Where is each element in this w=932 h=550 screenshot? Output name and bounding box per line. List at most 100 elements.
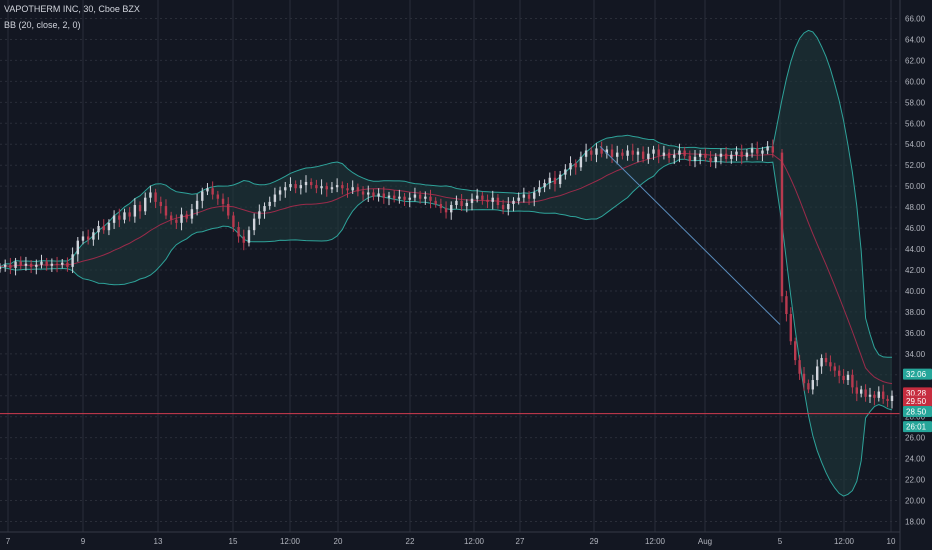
time-tick-label: Aug: [698, 537, 712, 546]
grid: [0, 0, 900, 532]
candle-body: [595, 148, 598, 155]
candle-body: [798, 360, 801, 374]
candle-body: [693, 156, 697, 162]
candle-body: [429, 196, 432, 201]
candle-body: [868, 394, 872, 397]
candle-body: [699, 153, 702, 157]
candle-body: [811, 380, 814, 390]
candle-body: [377, 193, 380, 197]
symbol-title[interactable]: VAPOTHERM INC, 30, Cboe BZX: [4, 4, 140, 14]
price-tick-label: 18.00: [905, 518, 926, 527]
time-axis[interactable]: 7 9 13 15 12:00 20 22 12:00 27 29 12:00 Aug 5 12:00 10: [6, 537, 896, 546]
time-tick-label: 7: [6, 537, 11, 546]
candle-body: [86, 236, 90, 240]
candle-body: [714, 156, 717, 163]
candle-body: [846, 374, 850, 381]
time-tick-label: 20: [334, 537, 343, 546]
price-axis[interactable]: 18.0020.0022.0024.0026.0028.0030.0032.00…: [905, 14, 926, 526]
candle-body: [180, 214, 183, 223]
candle-body: [517, 197, 520, 201]
candle-body: [97, 225, 100, 233]
price-tick-label: 28.00: [905, 413, 926, 422]
candle-body: [460, 200, 463, 207]
price-tick-label: 42.00: [905, 266, 926, 275]
price-badge-label: 26:01: [906, 423, 927, 432]
candle-body: [128, 212, 131, 217]
candle-body: [434, 200, 437, 204]
candle-body: [579, 156, 583, 168]
candle-body: [455, 200, 458, 206]
candle-body: [258, 211, 261, 219]
candle-body: [621, 152, 624, 156]
candle-body: [631, 150, 634, 155]
candle-body: [750, 148, 754, 153]
candle-body: [647, 153, 650, 159]
candle-body: [55, 263, 59, 265]
candle-body: [247, 230, 251, 243]
candle-body: [558, 174, 562, 185]
candle-body: [112, 215, 116, 223]
price-badge: [903, 395, 932, 407]
bb-lower-band: [0, 158, 893, 497]
candle-body: [683, 150, 686, 156]
candle-body: [40, 261, 43, 265]
time-tick-label: 12:00: [464, 537, 485, 546]
candle-body: [102, 225, 105, 231]
candle-body: [745, 152, 749, 157]
price-badge-label: 32.06: [906, 370, 927, 379]
candle-body: [221, 198, 225, 204]
price-tick-label: 60.00: [905, 77, 926, 86]
candle-body: [14, 261, 17, 268]
candle-body: [833, 366, 836, 371]
price-tick-label: 56.00: [905, 119, 926, 128]
indicator-legend[interactable]: BB (20, close, 2, 0): [4, 20, 81, 30]
candle-body: [66, 262, 69, 267]
candle-body: [735, 151, 738, 155]
candle-body: [268, 201, 271, 207]
candle-body: [553, 177, 557, 185]
time-tick-label: 10: [887, 537, 896, 546]
candle-body: [610, 149, 614, 157]
candle-body: [45, 261, 48, 266]
time-tick-label: 12:00: [280, 537, 301, 546]
candle-body: [882, 391, 885, 399]
candle-body: [522, 194, 526, 198]
candle-body: [501, 205, 505, 210]
time-tick-label: 12:00: [645, 537, 666, 546]
candle-body: [507, 203, 510, 210]
bb-basis-line: [0, 152, 893, 385]
candle-body: [107, 222, 111, 231]
price-tick-label: 40.00: [905, 287, 926, 296]
candle-body: [81, 236, 85, 241]
candle-body: [315, 185, 318, 189]
price-tick-label: 26.00: [905, 434, 926, 443]
candle-body: [527, 194, 531, 199]
price-badge: [903, 405, 932, 417]
candle-body: [574, 163, 577, 168]
candle-body: [512, 200, 515, 204]
price-tick-label: 52.00: [905, 161, 926, 170]
candle-body: [890, 395, 894, 401]
candle-body: [820, 358, 823, 367]
time-tick-label: 29: [590, 537, 599, 546]
candle-body: [0, 266, 2, 269]
candle-body: [227, 203, 230, 216]
candle-body: [771, 146, 775, 153]
candle-body: [169, 215, 173, 220]
candle-body: [278, 190, 282, 195]
candle-body: [678, 150, 681, 155]
candle-body: [149, 192, 152, 198]
candle-body: [829, 362, 832, 367]
candle-body: [346, 188, 349, 191]
candle-body: [789, 314, 792, 342]
candle-body: [873, 394, 876, 398]
candle-body: [486, 199, 489, 202]
candle-body: [175, 219, 178, 223]
candle-body: [335, 185, 339, 188]
candle-body: [372, 192, 375, 197]
candle-body: [600, 148, 603, 154]
candle-body: [780, 152, 784, 297]
candle-body: [626, 150, 629, 156]
